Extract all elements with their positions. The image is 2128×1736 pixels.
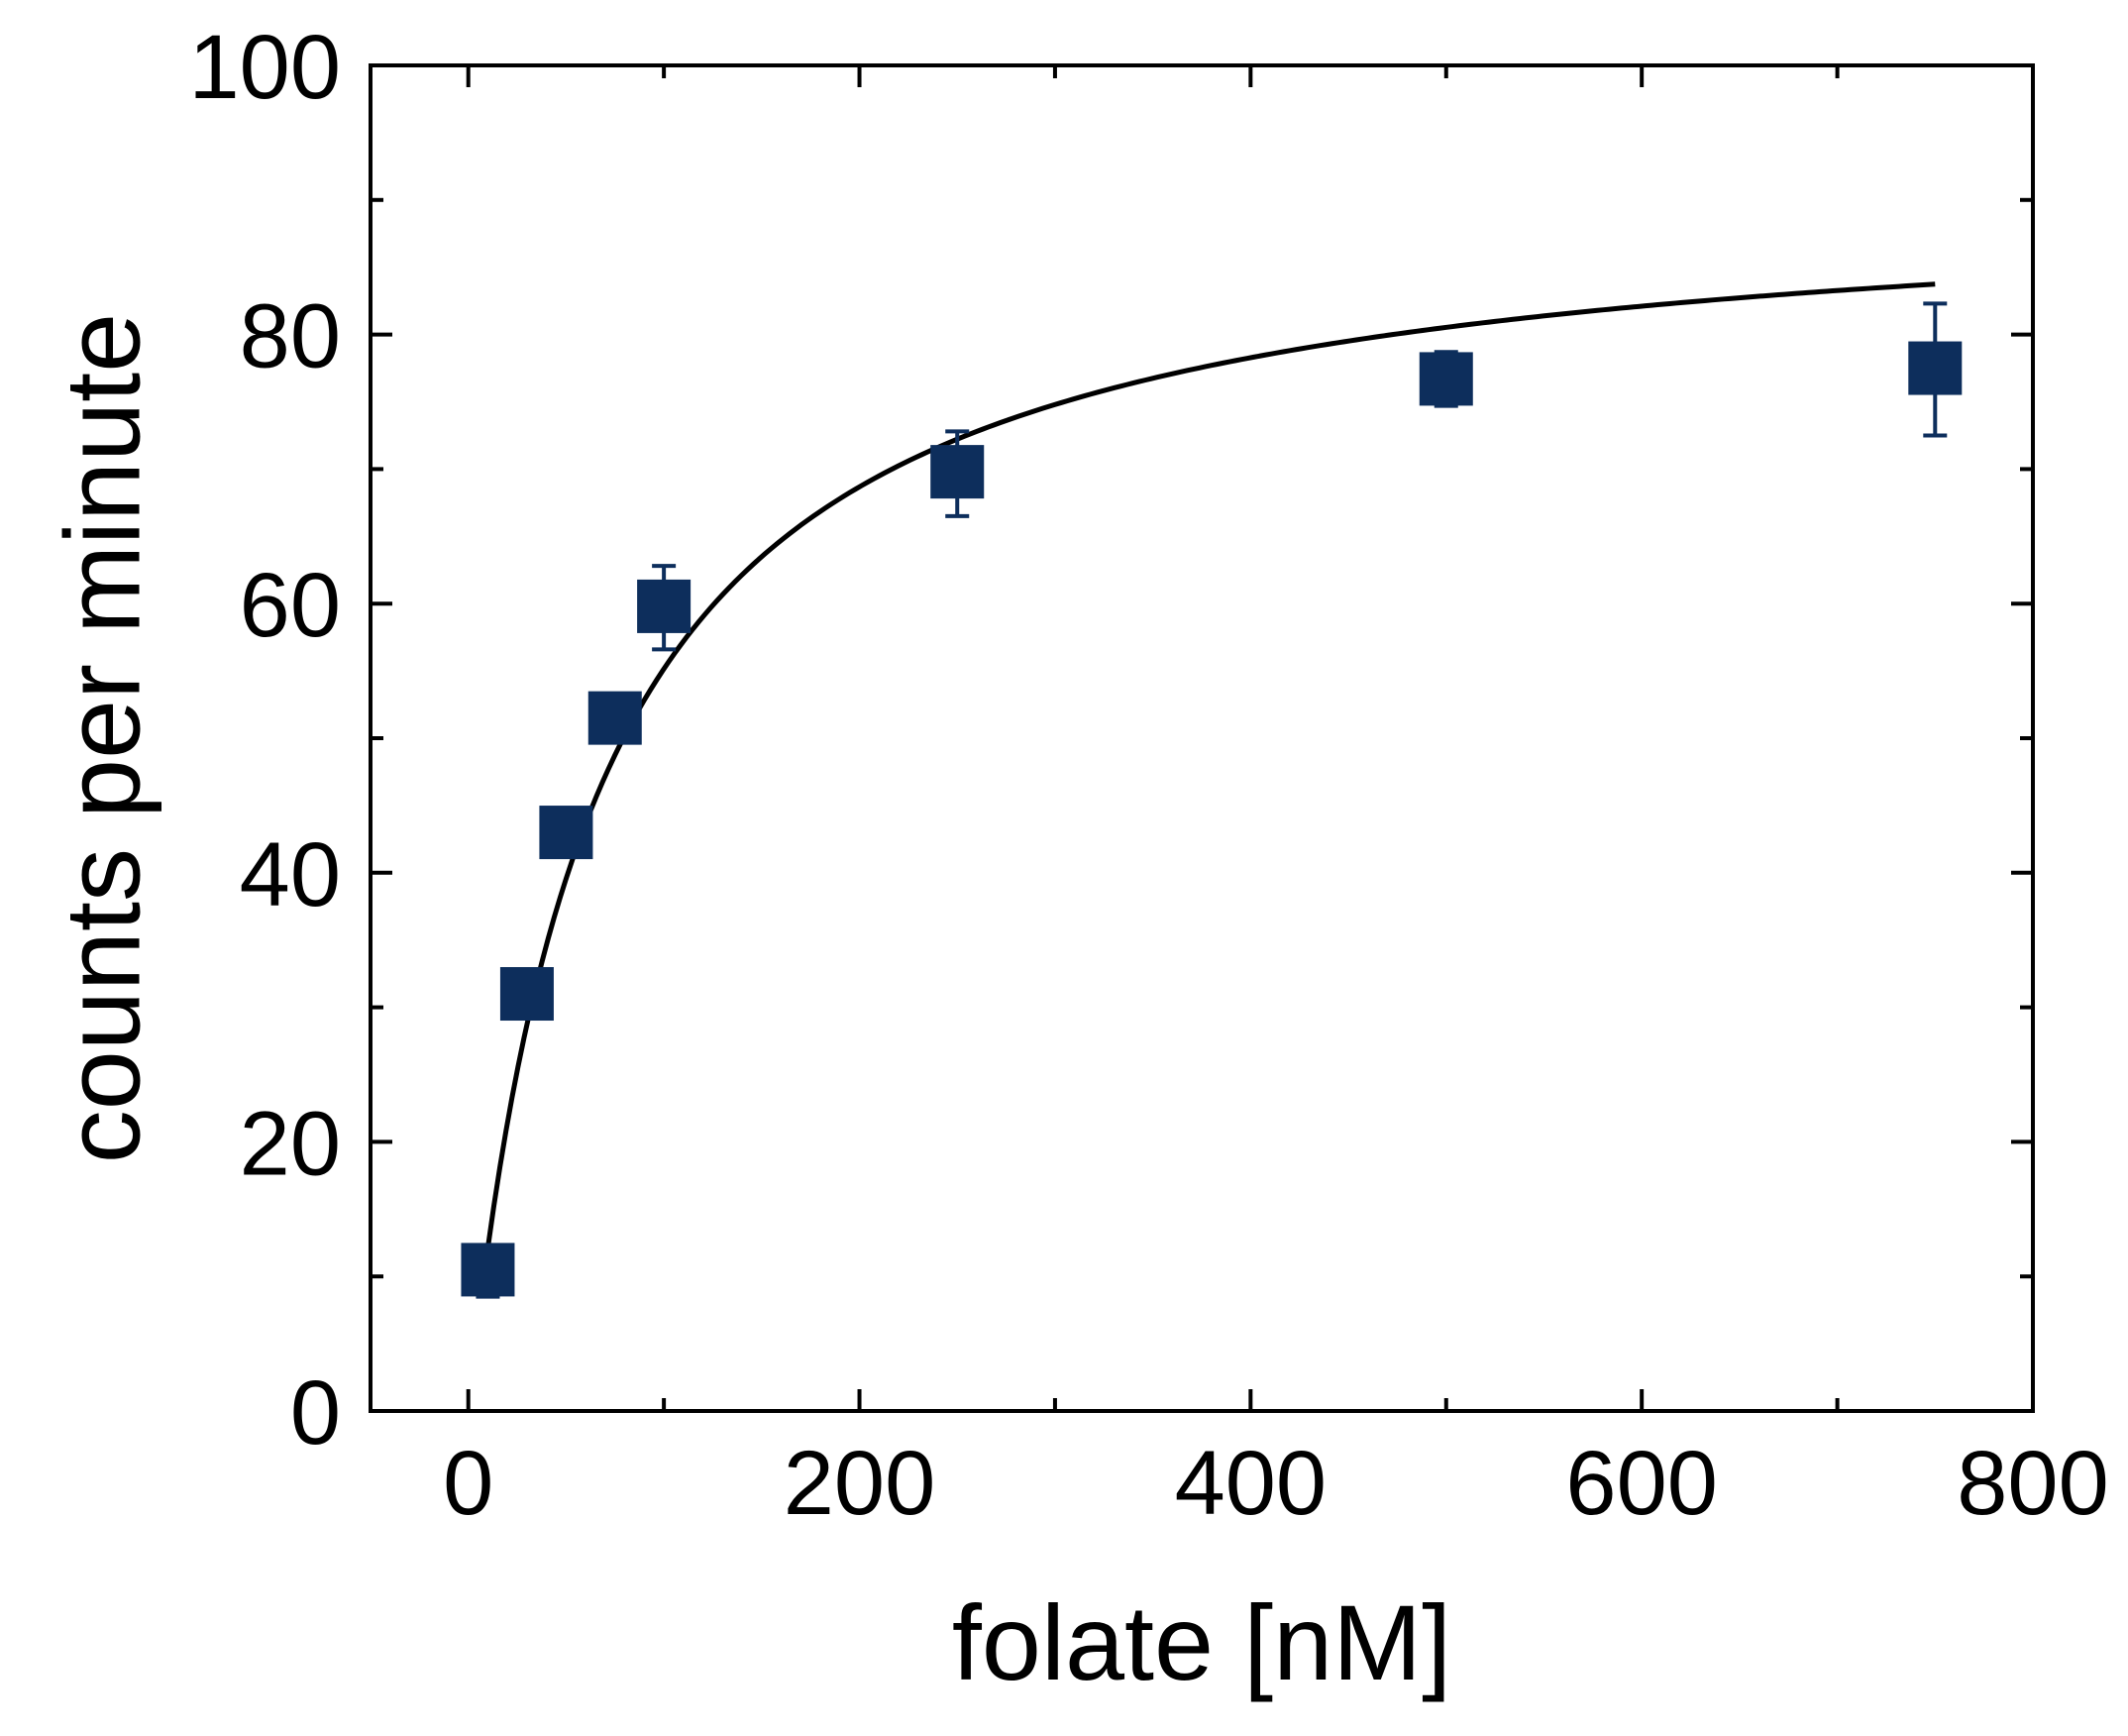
- data-point: [1419, 350, 1473, 408]
- y-tick-label: 20: [240, 1093, 341, 1194]
- data-point: [637, 564, 692, 652]
- data-point-marker: [637, 579, 692, 633]
- plot-layer: [461, 281, 1963, 1299]
- data-point-marker: [587, 691, 642, 745]
- x-tick-label: 400: [1175, 1433, 1328, 1534]
- y-axis-title: counts per minute: [43, 313, 162, 1163]
- tick-labels-layer: 0 200 400 600 800 0 20 40 60 80 100: [189, 17, 2109, 1534]
- y-tick-label: 40: [240, 824, 341, 925]
- y-tick-label: 0: [290, 1362, 341, 1464]
- data-point: [587, 691, 642, 745]
- x-tick-label: 200: [784, 1433, 936, 1534]
- data-point: [499, 967, 554, 1022]
- ticks-layer: [371, 63, 2035, 1413]
- data-point-marker: [930, 445, 985, 499]
- x-tick-label: 600: [1565, 1433, 1718, 1534]
- data-point: [461, 1243, 515, 1299]
- y-tick-label: 100: [189, 17, 342, 118]
- y-tick-label: 60: [240, 555, 341, 656]
- data-point-marker: [1419, 352, 1473, 406]
- data-point: [1908, 301, 1963, 438]
- x-tick-label: 0: [443, 1433, 493, 1534]
- data-point-marker: [1908, 341, 1963, 395]
- x-tick-label: 800: [1957, 1433, 2109, 1534]
- fit-curve: [484, 281, 1936, 1248]
- data-point-marker: [499, 967, 554, 1022]
- data-point: [539, 806, 593, 860]
- data-point-marker: [461, 1243, 515, 1297]
- data-point-marker: [539, 806, 593, 860]
- x-axis-title: folate [nM]: [952, 1582, 1451, 1702]
- data-point: [930, 429, 985, 518]
- y-tick-label: 80: [240, 286, 341, 387]
